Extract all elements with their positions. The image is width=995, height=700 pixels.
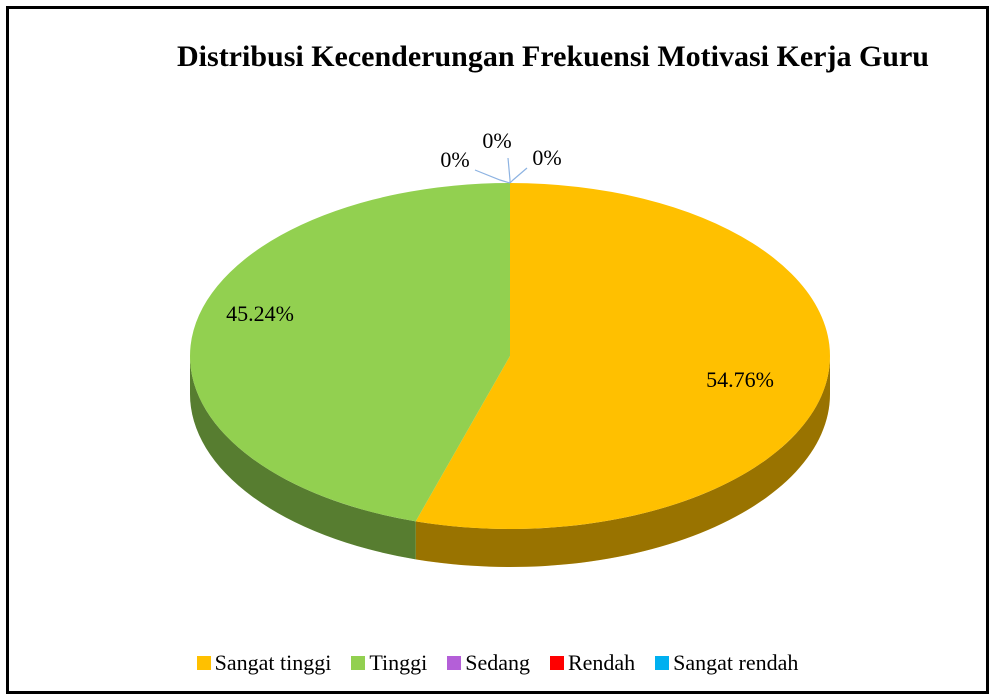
legend-item: Sangat rendah xyxy=(655,650,798,676)
legend-swatch xyxy=(196,656,211,670)
legend-item: Tinggi xyxy=(351,650,427,676)
leader-line xyxy=(507,157,511,183)
legend-swatch xyxy=(655,656,670,670)
slice-side xyxy=(415,356,830,567)
chart-title: Distribusi Kecenderungan Frekuensi Motiv… xyxy=(177,40,929,73)
legend-label: Rendah xyxy=(567,650,636,675)
slice-side-shade xyxy=(190,356,416,560)
legend-swatch xyxy=(447,656,462,670)
slice-side-shade xyxy=(415,356,830,567)
legend-swatch xyxy=(351,656,366,670)
slice xyxy=(190,183,510,522)
slice xyxy=(415,183,831,529)
legend-label: Sangat tinggi xyxy=(214,650,332,675)
legend-item: Rendah xyxy=(549,650,636,676)
legend-item: Sangat tinggi xyxy=(196,650,332,676)
data-label: 0% xyxy=(440,147,469,172)
legend-item: Sedang xyxy=(447,650,530,676)
slice-side xyxy=(190,356,416,560)
legend: Sangat tinggi Tinggi Sedang Rendah Sangat re… xyxy=(0,650,995,676)
legend-label: Tinggi xyxy=(369,650,428,675)
data-label: 0% xyxy=(532,145,561,170)
legend-label: Sedang xyxy=(465,650,530,675)
data-label: 45.24% xyxy=(226,301,294,326)
data-label: 54.76% xyxy=(706,367,774,392)
leader-line xyxy=(474,169,511,184)
legend-label: Sangat rendah xyxy=(673,650,799,675)
leader-line xyxy=(509,167,528,184)
data-label: 0% xyxy=(482,128,511,153)
legend-swatch xyxy=(549,656,564,670)
